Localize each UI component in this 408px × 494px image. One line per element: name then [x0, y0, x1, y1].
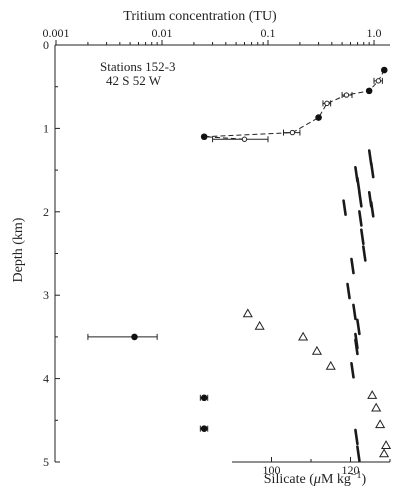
- silicate-trace-mark: [358, 210, 363, 227]
- top-axis-tick-label: 0.01: [152, 26, 173, 40]
- silicate-triangle-point: [325, 360, 336, 370]
- top-axis-tick-label: 1.0: [367, 26, 382, 40]
- tritium-profile-curve: [204, 69, 385, 140]
- silicate-triangle-point: [311, 345, 322, 355]
- silicate-trace-mark: [362, 245, 367, 262]
- silicate-triangle-point: [254, 320, 265, 330]
- silicate-triangle-point: [367, 390, 378, 399]
- left-axis-tick-label: 3: [43, 288, 49, 302]
- left-axis-tick-label: 0: [43, 38, 49, 52]
- tritium-filled-point: [315, 114, 322, 121]
- station-coordinates: 42 S 52 W: [106, 73, 162, 88]
- silicate-trace-mark: [352, 303, 357, 321]
- left-axis-tick-label: 5: [43, 455, 49, 469]
- tritium-filled-point: [380, 66, 388, 74]
- silicate-triangle-point: [371, 402, 382, 412]
- top-axis-tick-label: 0.001: [43, 26, 70, 40]
- tritium-open-point: [289, 129, 296, 136]
- axes-layer: 0.001 0.01 0.1 1.0 0 1 2 3 4 5 100 120: [43, 26, 391, 477]
- silicate-trace-mark: [369, 161, 375, 179]
- station-label: Stations 152-3: [100, 59, 175, 74]
- silicate-triangle-point: [380, 440, 392, 449]
- silicate-triangle-point: [298, 331, 309, 341]
- silicate-trace-mark: [350, 257, 355, 275]
- silicate-trace-mark: [354, 428, 359, 446]
- silicate-triangle-point: [242, 308, 253, 318]
- top-axis-label: Tritium concentration (TU): [123, 9, 277, 24]
- tritium-filled-point: [200, 394, 208, 402]
- silicate-trace-mark: [360, 228, 365, 246]
- silicate-trace-mark: [342, 199, 347, 216]
- silicate-trace-mark: [358, 190, 363, 208]
- silicate-trace-mark: [346, 282, 351, 300]
- top-axis-tick-label: 0.1: [261, 26, 276, 40]
- tritium-filled-point: [200, 425, 208, 432]
- tritium-open-point: [324, 100, 330, 107]
- left-axis-tick-label: 1: [43, 121, 49, 135]
- silicate-trace-mark: [356, 318, 361, 336]
- data-layer: [87, 66, 392, 462]
- tritium-filled-point: [365, 87, 373, 95]
- left-axis-label: Depth (km): [11, 217, 26, 282]
- left-axis-tick-label: 2: [43, 205, 49, 219]
- silicate-trace-mark: [356, 176, 361, 194]
- tritium-open-point: [343, 92, 350, 98]
- tritium-open-point: [241, 136, 248, 142]
- bottom-axis-label: Silicate (μM kg−1): [264, 470, 367, 487]
- bottom-axis-tick-label: 100: [263, 463, 281, 477]
- silicate-trace-mark: [350, 361, 355, 379]
- silicate-trace-mark: [354, 338, 359, 356]
- tritium-filled-point: [200, 133, 208, 141]
- silicate-triangle-point: [379, 448, 390, 458]
- silicate-trace-mark: [369, 200, 375, 218]
- tritium-open-point: [375, 78, 382, 84]
- silicate-triangle-point: [375, 419, 386, 429]
- left-axis-tick-label: 4: [43, 372, 49, 386]
- bottom-axis-tick-label: 120: [342, 463, 360, 477]
- tritium-filled-point: [131, 333, 138, 341]
- silicate-trace-mark: [356, 445, 361, 462]
